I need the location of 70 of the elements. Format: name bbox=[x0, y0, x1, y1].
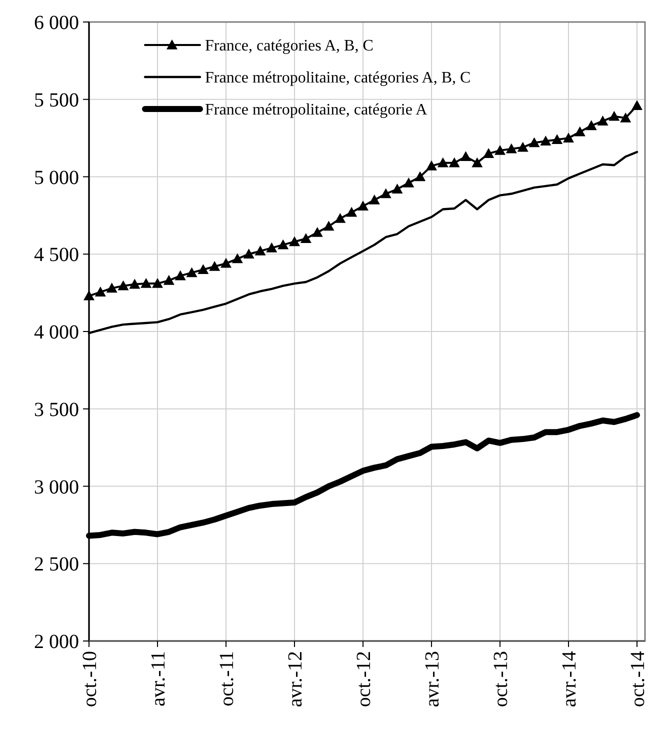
point bbox=[368, 194, 380, 204]
point bbox=[483, 148, 494, 158]
point bbox=[254, 246, 266, 256]
point bbox=[300, 233, 312, 244]
x-tick-label: avr.-11 bbox=[148, 651, 170, 706]
point bbox=[632, 100, 642, 110]
point bbox=[278, 239, 289, 250]
point bbox=[426, 160, 437, 170]
point bbox=[323, 220, 334, 231]
point bbox=[563, 132, 574, 142]
point bbox=[460, 151, 472, 162]
y-tick-label: 4 000 bbox=[34, 322, 79, 344]
point bbox=[574, 126, 586, 136]
point bbox=[403, 177, 414, 188]
point bbox=[266, 242, 278, 252]
legend-label: France métropolitaine, catégories A, B, C bbox=[205, 70, 471, 87]
point bbox=[106, 282, 118, 293]
y-tick-label: 6 000 bbox=[34, 12, 79, 34]
y-tick-label: 4 500 bbox=[34, 244, 79, 266]
point bbox=[494, 144, 506, 155]
point bbox=[220, 258, 232, 268]
point bbox=[118, 280, 129, 290]
point bbox=[392, 184, 403, 194]
y-tick-label: 2 000 bbox=[34, 631, 79, 653]
x-tick-label: oct.-13 bbox=[490, 651, 512, 708]
point bbox=[620, 112, 632, 122]
x-tick-label: oct.-14 bbox=[627, 651, 648, 708]
y-tick-label: 5 500 bbox=[34, 89, 79, 112]
point bbox=[517, 142, 528, 152]
point bbox=[94, 286, 106, 296]
point bbox=[414, 171, 426, 182]
x-tick-label: oct.-10 bbox=[79, 651, 101, 708]
y-tick-label: 5 000 bbox=[34, 166, 79, 189]
point bbox=[152, 278, 163, 288]
x-tick-label: avr.-12 bbox=[284, 651, 306, 708]
x-tick-label: oct.-11 bbox=[216, 651, 238, 706]
point bbox=[380, 188, 392, 198]
point bbox=[163, 274, 174, 285]
point bbox=[552, 134, 563, 144]
point bbox=[358, 200, 368, 211]
point bbox=[84, 290, 94, 300]
y-tick-label: 2 500 bbox=[34, 554, 79, 576]
point bbox=[289, 236, 300, 246]
y-tick-label: 3 500 bbox=[34, 398, 79, 421]
point bbox=[198, 264, 209, 274]
point bbox=[186, 267, 198, 278]
point bbox=[174, 270, 186, 280]
point bbox=[586, 120, 597, 130]
point bbox=[232, 253, 243, 264]
x-tick-label: oct.-12 bbox=[353, 651, 375, 708]
point bbox=[472, 157, 483, 168]
point bbox=[334, 213, 346, 223]
point bbox=[140, 278, 152, 288]
point bbox=[129, 278, 140, 289]
point bbox=[243, 248, 254, 259]
point bbox=[209, 261, 220, 271]
point bbox=[437, 157, 448, 168]
point bbox=[608, 110, 620, 121]
y-tick-label: 3 000 bbox=[34, 476, 79, 498]
point bbox=[312, 226, 323, 237]
legend-label: France, catégories A, B, C bbox=[205, 38, 374, 55]
x-tick-label: avr.-14 bbox=[558, 651, 580, 708]
point bbox=[346, 206, 358, 217]
point bbox=[448, 157, 460, 168]
x-tick-label: avr.-13 bbox=[422, 651, 444, 708]
point bbox=[506, 143, 517, 154]
legend-label: France métropolitaine, catégorie A bbox=[205, 102, 428, 119]
point bbox=[540, 136, 552, 146]
point bbox=[528, 137, 540, 148]
point bbox=[597, 116, 608, 126]
